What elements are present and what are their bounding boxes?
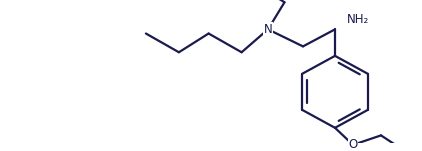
Text: NH₂: NH₂ [347, 13, 369, 26]
Text: O: O [349, 138, 357, 151]
Text: N: N [264, 23, 272, 36]
